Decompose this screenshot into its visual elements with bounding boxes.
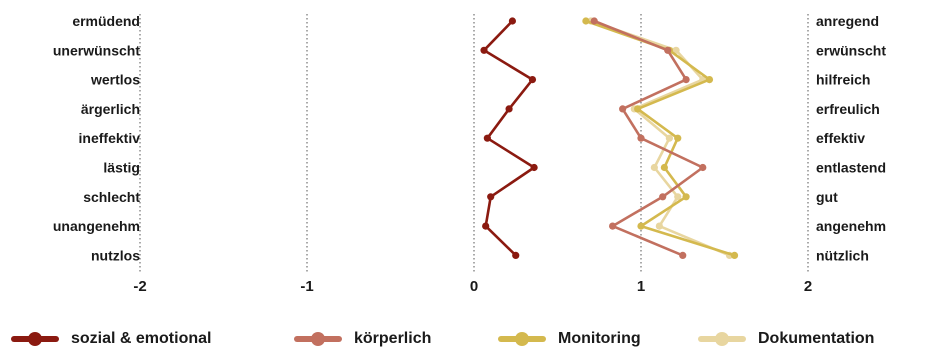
right-label: entlastend — [816, 160, 886, 176]
data-point — [730, 251, 739, 259]
legend-label: körperlich — [354, 330, 432, 347]
legend-item: körperlich — [294, 328, 431, 350]
data-point — [674, 134, 682, 142]
series-line — [590, 19, 731, 257]
data-point — [505, 105, 513, 113]
left-label: unerwünscht — [53, 42, 140, 58]
legend-item: Monitoring — [498, 328, 641, 350]
right-label: erwünscht — [816, 42, 886, 58]
left-label: nutzlos — [91, 247, 140, 263]
right-label: hilfreich — [816, 72, 870, 88]
series-layer — [480, 17, 739, 259]
data-point — [679, 251, 687, 259]
data-point — [660, 163, 668, 172]
data-point — [609, 222, 617, 230]
right-label: angenehm — [816, 218, 886, 234]
data-point — [682, 76, 690, 84]
data-point — [530, 163, 538, 172]
right-label: nützlich — [816, 247, 869, 263]
right-labels: anregend erwünscht hilfreich erfreulich effe… — [816, 13, 886, 263]
right-label: effektiv — [816, 130, 865, 146]
x-tick-labels: -2 -1 0 1 2 — [133, 278, 812, 295]
x-tick-label: 1 — [637, 278, 645, 295]
data-point — [705, 76, 714, 84]
grid-lines — [139, 14, 809, 272]
x-tick-label: 0 — [470, 278, 478, 295]
right-label: gut — [816, 189, 838, 205]
x-tick-label: 2 — [804, 278, 812, 295]
legend-swatch — [11, 329, 59, 349]
right-label: anregend — [816, 13, 879, 29]
series-dokumentation — [587, 17, 734, 259]
series-line — [482, 20, 536, 257]
data-point — [528, 76, 537, 84]
left-label: wertlos — [90, 72, 140, 88]
right-label: erfreulich — [816, 101, 880, 117]
data-point — [665, 134, 673, 142]
data-point — [480, 46, 488, 54]
data-point — [637, 222, 645, 230]
left-label: unangenehm — [53, 218, 140, 234]
series-line — [585, 19, 735, 257]
data-point — [619, 105, 627, 113]
data-point — [590, 17, 598, 25]
data-point — [508, 17, 517, 25]
legend-swatch — [294, 329, 342, 349]
legend-item: sozial & emotional — [11, 328, 211, 350]
data-point — [634, 105, 642, 113]
data-point — [699, 163, 707, 172]
left-label: ermüdend — [72, 13, 140, 29]
data-point — [655, 222, 663, 230]
data-point — [483, 134, 491, 142]
left-label: schlecht — [83, 189, 140, 205]
left-label: ineffektiv — [79, 130, 141, 146]
data-point — [582, 17, 590, 25]
series-körperlich — [590, 17, 707, 259]
legend: sozial & emotional körperlich Monitoring Do… — [0, 328, 937, 350]
data-point — [487, 193, 495, 201]
legend-swatch — [698, 329, 746, 349]
legend-label: Dokumentation — [758, 330, 875, 347]
series-sozial-emotional — [480, 17, 538, 259]
left-label: ärgerlich — [81, 101, 140, 117]
data-point — [512, 251, 520, 259]
legend-label: sozial & emotional — [71, 330, 212, 347]
legend-swatch — [498, 329, 546, 349]
data-point — [682, 193, 690, 201]
series-monitoring — [582, 17, 739, 259]
data-point — [637, 134, 645, 142]
data-point — [664, 46, 672, 54]
data-point — [650, 163, 658, 172]
legend-item: Dokumentation — [698, 328, 874, 350]
data-point — [672, 46, 680, 54]
data-point — [482, 222, 490, 230]
profile-chart: ermüdend unerwünscht wertlos ärgerlich ineff… — [53, 13, 886, 295]
x-tick-label: -1 — [300, 278, 313, 295]
data-point — [674, 193, 682, 201]
legend-label: Monitoring — [558, 330, 641, 347]
data-point — [659, 193, 667, 201]
left-labels: ermüdend unerwünscht wertlos ärgerlich ineff… — [53, 13, 140, 263]
x-tick-label: -2 — [133, 278, 146, 295]
left-label: lästig — [103, 160, 140, 176]
